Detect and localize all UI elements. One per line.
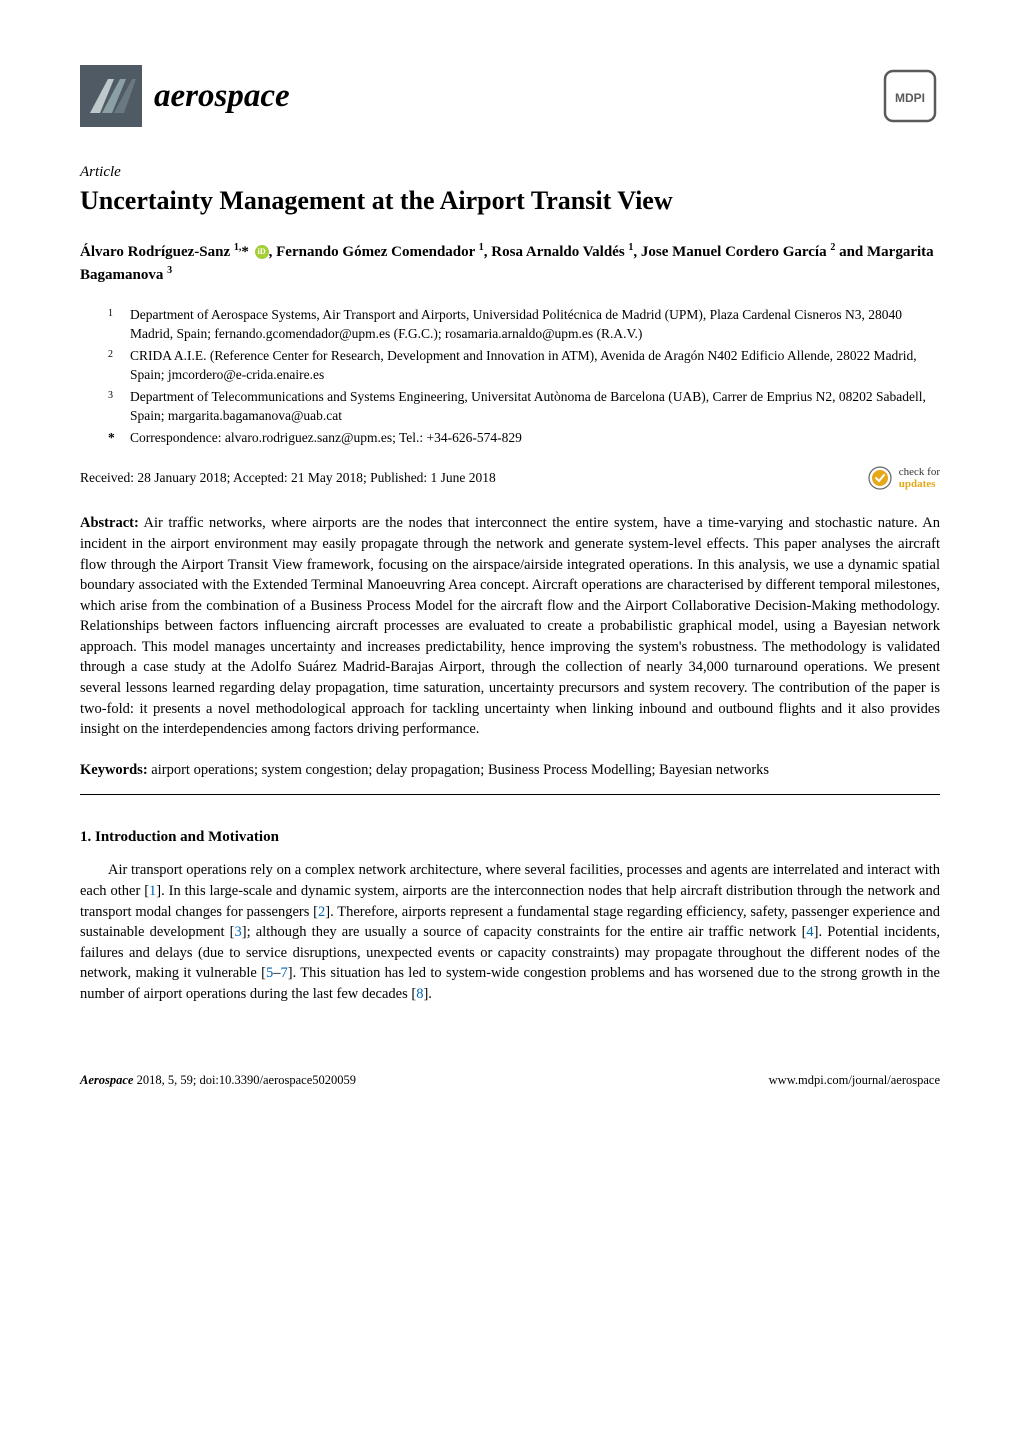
mdpi-logo-icon: MDPI	[880, 66, 940, 126]
correspondence-row: * Correspondence: alvaro.rodriguez.sanz@…	[108, 428, 940, 448]
correspondence-text: Correspondence: alvaro.rodriguez.sanz@up…	[130, 428, 940, 448]
abstract: Abstract: Air traffic networks, where ai…	[80, 513, 940, 739]
svg-text:MDPI: MDPI	[895, 91, 925, 105]
author-list: Álvaro Rodríguez-Sanz 1,* , Fernando Góm…	[80, 240, 940, 287]
abstract-label: Abstract:	[80, 515, 139, 531]
affiliation-number: 1	[108, 305, 130, 344]
affiliation-item: 2 CRIDA A.I.E. (Reference Center for Res…	[108, 346, 940, 385]
article-title: Uncertainty Management at the Airport Tr…	[80, 185, 940, 218]
footer: Aerospace 2018, 5, 59; doi:10.3390/aeros…	[80, 1072, 940, 1090]
affiliation-item: 1 Department of Aerospace Systems, Air T…	[108, 305, 940, 344]
affiliation-number: 2	[108, 346, 130, 385]
abstract-text: Air traffic networks, where airports are…	[80, 515, 940, 737]
journal-logo-block: aerospace	[80, 65, 290, 127]
affiliation-text: CRIDA A.I.E. (Reference Center for Resea…	[130, 346, 940, 385]
check-updates-icon	[867, 465, 893, 491]
keywords-label: Keywords:	[80, 762, 148, 778]
journal-name: aerospace	[154, 73, 290, 119]
correspondence-star: *	[108, 428, 130, 448]
paragraph: Air transport operations rely on a compl…	[80, 860, 940, 1004]
section-body: Air transport operations rely on a compl…	[80, 860, 940, 1004]
affiliation-text: Department of Aerospace Systems, Air Tra…	[130, 305, 940, 344]
aerospace-logo-icon	[80, 65, 142, 127]
footer-url[interactable]: www.mdpi.com/journal/aerospace	[769, 1072, 940, 1090]
section-heading: 1. Introduction and Motivation	[80, 827, 940, 848]
divider	[80, 794, 940, 795]
affiliations-block: 1 Department of Aerospace Systems, Air T…	[80, 305, 940, 448]
dates-row: Received: 28 January 2018; Accepted: 21 …	[80, 465, 940, 491]
affiliation-number: 3	[108, 387, 130, 426]
check-updates-badge[interactable]: check for updates	[867, 465, 940, 491]
footer-journal: Aerospace	[80, 1073, 133, 1087]
article-type: Article	[80, 162, 940, 183]
publication-dates: Received: 28 January 2018; Accepted: 21 …	[80, 469, 496, 488]
check-updates-line2: updates	[899, 478, 940, 490]
check-updates-text: check for updates	[899, 466, 940, 490]
keywords-text: airport operations; system congestion; d…	[151, 762, 769, 778]
footer-doi: 2018, 5, 59; doi:10.3390/aerospace502005…	[133, 1073, 356, 1087]
check-updates-line1: check for	[899, 466, 940, 478]
footer-citation: Aerospace 2018, 5, 59; doi:10.3390/aeros…	[80, 1072, 356, 1090]
keywords: Keywords: airport operations; system con…	[80, 760, 940, 781]
affiliation-text: Department of Telecommunications and Sys…	[130, 387, 940, 426]
header: aerospace MDPI	[80, 65, 940, 127]
affiliation-item: 3 Department of Telecommunications and S…	[108, 387, 940, 426]
